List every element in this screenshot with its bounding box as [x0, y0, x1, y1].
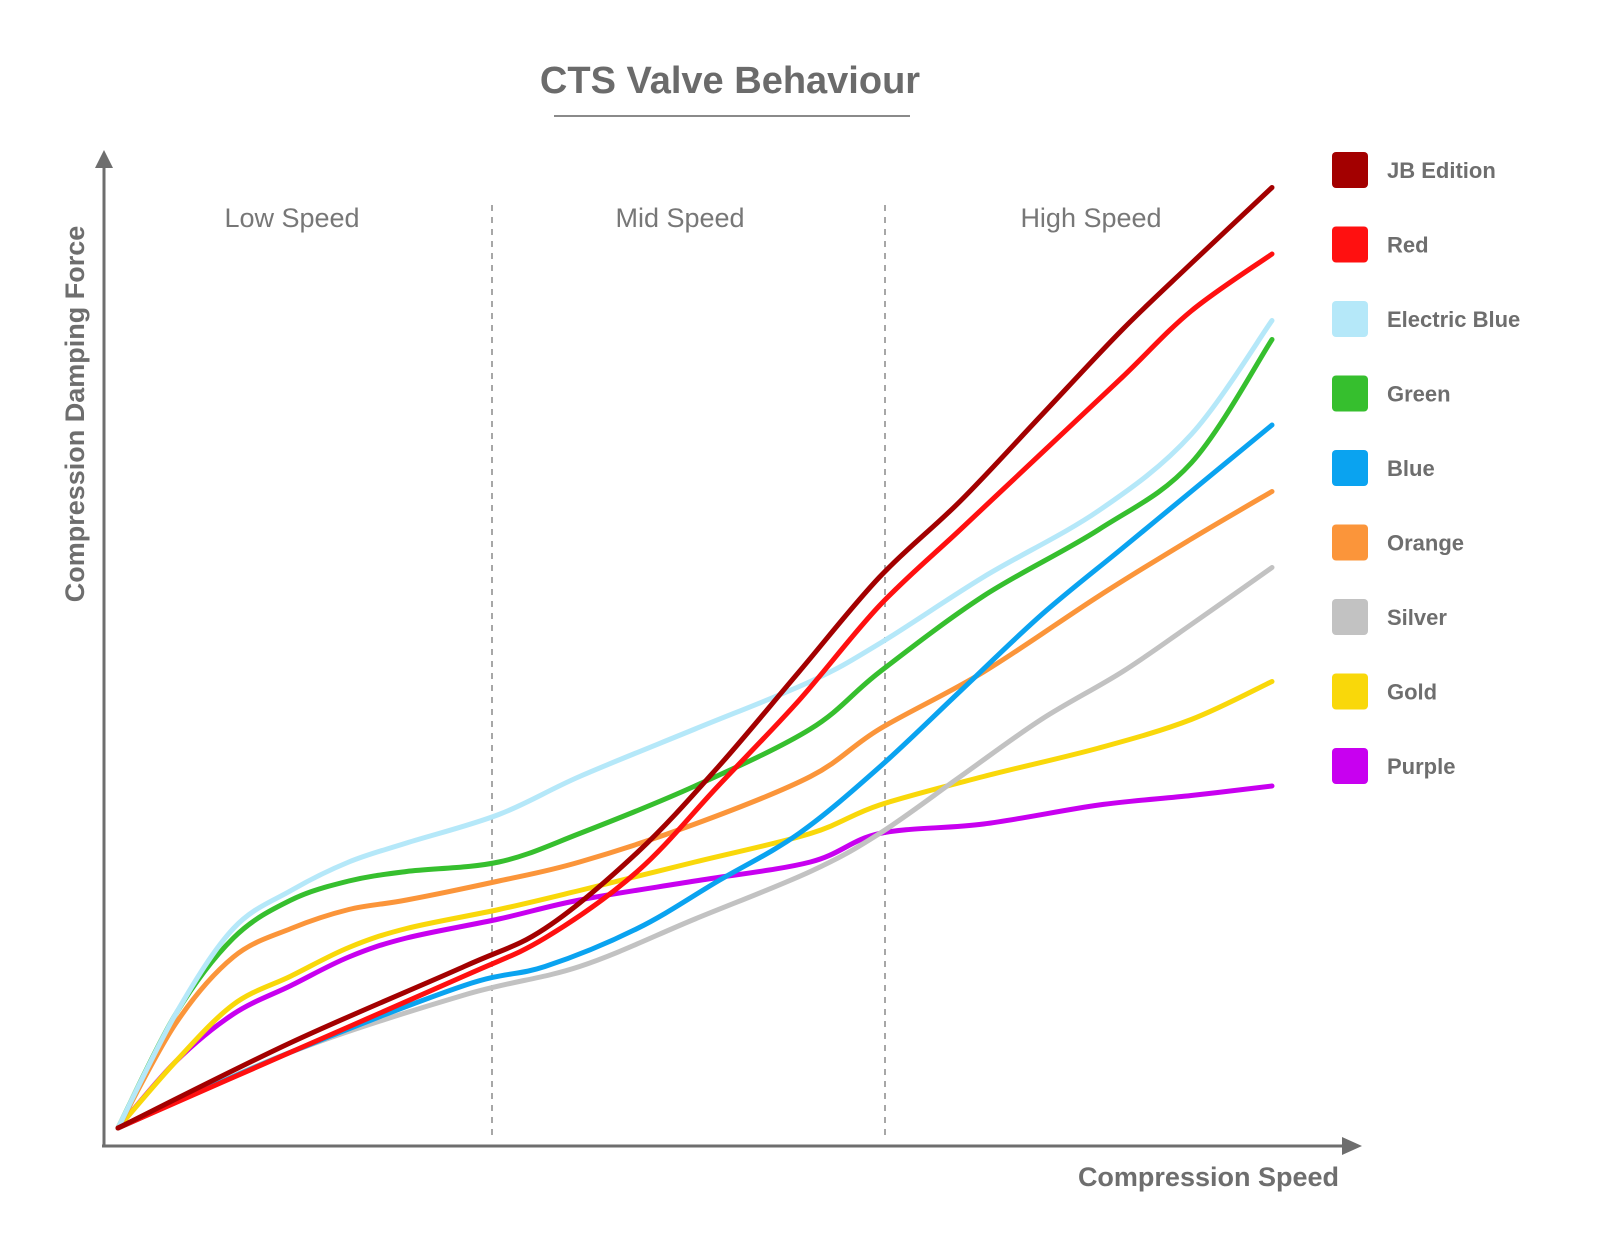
x-axis-arrow-icon [1342, 1137, 1362, 1155]
legend-label-purple: Purple [1387, 754, 1455, 779]
legend-swatch-electric-blue [1332, 301, 1368, 337]
region-label-low: Low Speed [224, 203, 359, 233]
legend-swatch-jb-edition [1332, 152, 1368, 188]
y-axis-arrow-icon [95, 150, 113, 168]
region-label-mid: Mid Speed [615, 203, 744, 233]
legend-swatch-gold [1332, 673, 1368, 710]
series-line-orange [115, 489, 1275, 1131]
series-line-electric-blue [115, 318, 1275, 1131]
legend-label-red: Red [1387, 233, 1429, 258]
series-line-red [115, 251, 1275, 1131]
series-layer [115, 185, 1275, 1131]
legend-label-jb-edition: JB Edition [1387, 158, 1496, 183]
legend-swatch-purple [1332, 748, 1368, 784]
series-line-jb-edition [115, 185, 1275, 1131]
series-line-purple [115, 783, 1275, 1131]
legend-swatch-silver [1332, 599, 1368, 635]
series-line-blue [115, 422, 1275, 1131]
legend-swatch-blue [1332, 450, 1368, 486]
chart-title: CTS Valve Behaviour [540, 60, 920, 102]
legend-label-green: Green [1387, 382, 1451, 407]
legend-swatch-orange [1332, 524, 1368, 561]
legend-label-orange: Orange [1387, 531, 1464, 556]
legend-label-electric-blue: Electric Blue [1387, 307, 1520, 332]
legend-swatch-green [1332, 375, 1368, 412]
series-line-silver [115, 565, 1275, 1131]
x-axis-label: Compression Speed [1078, 1162, 1339, 1192]
legend-label-gold: Gold [1387, 680, 1437, 705]
legend: JB Edition Red Electric Blue Green Blue Orang… [1332, 152, 1520, 784]
series-line-gold [115, 679, 1275, 1131]
legend-label-silver: Silver [1387, 605, 1447, 630]
series-line-green [115, 337, 1275, 1131]
legend-swatch-red [1332, 226, 1368, 263]
region-label-high: High Speed [1020, 203, 1161, 233]
y-axis-label: Compression Damping Force [60, 226, 90, 603]
legend-label-blue: Blue [1387, 456, 1435, 481]
